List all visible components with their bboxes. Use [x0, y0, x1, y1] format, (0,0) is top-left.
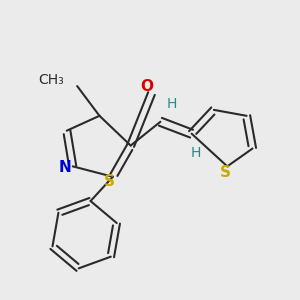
Text: N: N	[59, 160, 72, 175]
Text: S: S	[220, 165, 231, 180]
Text: O: O	[140, 79, 153, 94]
Text: H: H	[191, 146, 201, 160]
Text: H: H	[167, 97, 178, 111]
Text: S: S	[104, 174, 116, 189]
Text: CH₃: CH₃	[38, 73, 64, 87]
